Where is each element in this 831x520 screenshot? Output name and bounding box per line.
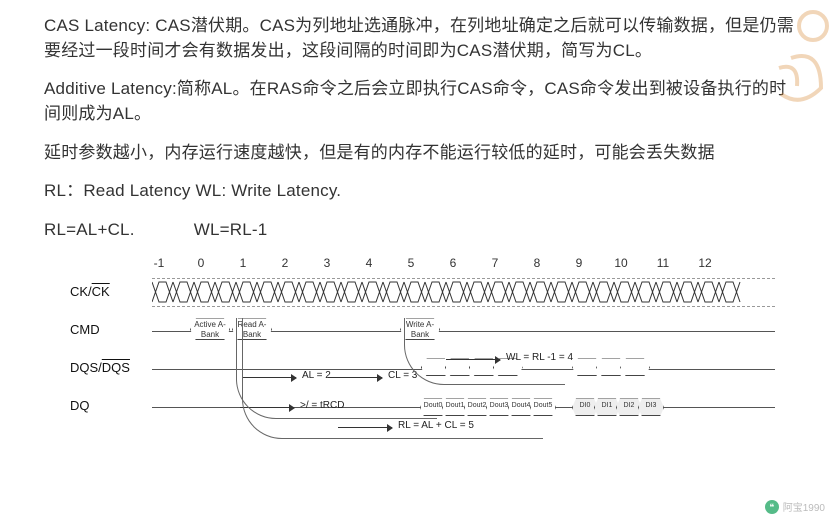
timing-diagram: -10123456789101112 CK/CK CMD Active A-Ba…: [74, 256, 775, 466]
tick-label: 9: [558, 256, 600, 270]
tick-label: -1: [138, 256, 180, 270]
tick-label: 3: [306, 256, 348, 270]
tick-label: 12: [684, 256, 726, 270]
tick-label: 2: [264, 256, 306, 270]
paragraph-rlwl: RL：Read Latency WL: Write Latency.: [44, 179, 795, 204]
paragraph-al: Additive Latency:简称AL。在RAS命令之后会立即执行CAS命令…: [44, 77, 795, 126]
connector-curve: [242, 318, 543, 439]
paragraph-warn: 延时参数越小，内存运行速度越快，但是有的内存不能运行较低的延时，可能会丢失数据: [44, 141, 795, 166]
tick-label: 1: [222, 256, 264, 270]
tick-label: 0: [180, 256, 222, 270]
tick-label: 11: [642, 256, 684, 270]
dq-label: DQ: [70, 398, 90, 413]
watermark-text: 阿宝1990: [783, 499, 825, 514]
paragraph-cas: CAS Latency: CAS潜伏期。CAS为列地址选通脉冲，在列地址确定之后…: [44, 14, 795, 63]
tick-label: 7: [474, 256, 516, 270]
dqs-label: DQS/DQS: [70, 360, 130, 375]
tick-label: 6: [432, 256, 474, 270]
tick-label: 8: [516, 256, 558, 270]
paragraph-formula: RL=AL+CL. WL=RL-1: [44, 218, 795, 243]
wechat-icon: ❝: [765, 500, 779, 514]
tick-label: 4: [348, 256, 390, 270]
tick-label: 10: [600, 256, 642, 270]
tick-row: -10123456789101112: [152, 256, 775, 274]
tick-label: 5: [390, 256, 432, 270]
watermark: ❝ 阿宝1990: [765, 499, 825, 514]
annotation-layer: AL = 2CL = 3>/ = tRCDRL = AL + CL = 5WL …: [152, 274, 775, 466]
ck-label: CK/CK: [70, 284, 110, 299]
cmd-label: CMD: [70, 322, 100, 337]
decorative-stamp: [771, 8, 831, 118]
